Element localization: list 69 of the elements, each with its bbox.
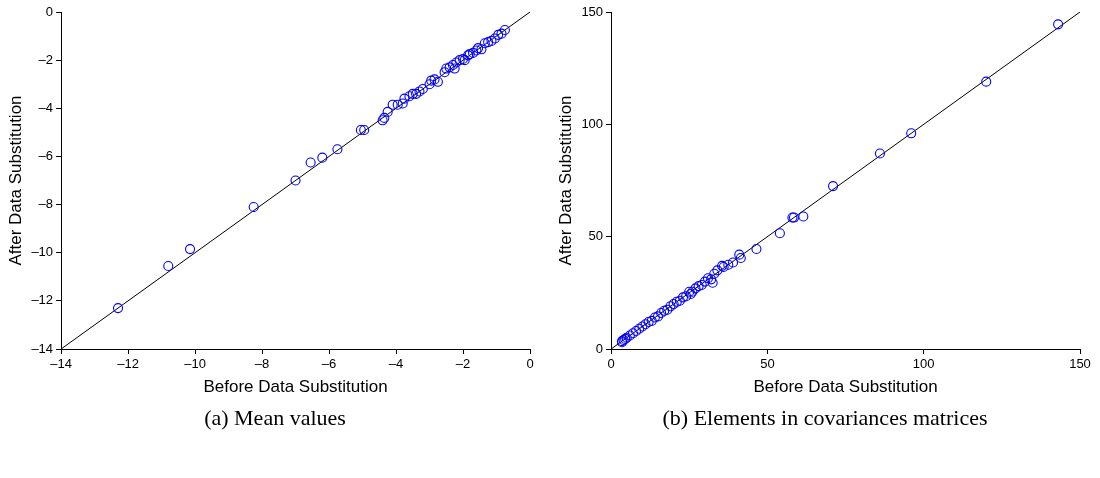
x-axis-title: Before Data Substitution (753, 377, 938, 397)
point (382, 106, 393, 117)
point (827, 181, 839, 192)
point (359, 124, 370, 135)
x-tick-label: 0 (607, 356, 615, 372)
point (248, 201, 259, 213)
point (699, 276, 710, 287)
x-tick-label: 100 (912, 356, 935, 372)
point (449, 63, 460, 74)
point (439, 67, 450, 78)
y-axis-title: After Data Substitution (5, 95, 25, 266)
y-tick-label: –6 (38, 148, 54, 164)
point (751, 243, 762, 255)
point (163, 260, 174, 271)
point (702, 273, 714, 284)
point (424, 79, 435, 90)
x-tick-label: –4 (388, 356, 404, 372)
point (447, 59, 459, 71)
y-axis-title: After Data Substitution (555, 95, 575, 266)
x-tick-label: –10 (184, 356, 206, 372)
text: (b) Elements in covariances matrices (661, 405, 989, 431)
y-tick-label: 0 (595, 340, 604, 356)
point (735, 252, 746, 264)
point (479, 38, 490, 49)
point (1053, 19, 1064, 30)
point (677, 292, 689, 303)
x-tick-label: 50 (760, 356, 775, 372)
point (332, 144, 343, 155)
y-tick-label: 50 (588, 228, 604, 244)
point (981, 76, 992, 87)
y-tick-label: –8 (38, 196, 54, 212)
x-tick-label: –6 (321, 356, 337, 372)
point (627, 328, 639, 339)
y-tick-label: 150 (581, 3, 604, 19)
point (906, 128, 917, 139)
point (681, 291, 692, 302)
y-tick-label: –4 (38, 99, 54, 115)
x-tick-label: –12 (117, 356, 139, 372)
point (798, 211, 809, 222)
x-tick-label: –2 (455, 356, 471, 372)
y-tick-label: –2 (38, 51, 54, 67)
x-tick-label: –8 (254, 356, 270, 372)
y-tick-label: –12 (31, 292, 54, 308)
x-tick-label: 0 (526, 356, 534, 372)
y-tick-label: 100 (581, 115, 604, 131)
y-tick-label: 0 (45, 3, 54, 19)
x-axis-title: Before Data Substitution (203, 377, 388, 397)
y-tick-label: –10 (31, 244, 54, 260)
point (317, 152, 328, 163)
point (305, 157, 316, 168)
point (355, 124, 366, 135)
point (399, 93, 410, 104)
point (290, 175, 301, 186)
point (392, 99, 403, 110)
point (184, 244, 196, 255)
text: (a) Mean values (203, 405, 347, 431)
point (774, 228, 785, 239)
point (112, 303, 124, 314)
point (874, 148, 885, 159)
y-tick-label: –14 (31, 340, 54, 356)
x-tick-label: –14 (50, 356, 72, 372)
point (624, 330, 635, 341)
x-tick-label: 150 (1069, 356, 1091, 372)
point (723, 259, 734, 270)
point (727, 257, 739, 268)
point (652, 311, 664, 322)
point (397, 98, 408, 109)
point (734, 249, 745, 260)
point (387, 99, 398, 110)
